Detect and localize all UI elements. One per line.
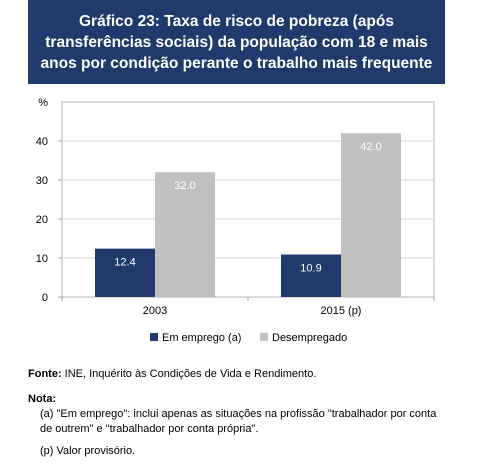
bar [341, 133, 401, 297]
note-p: (p) Valor provisório. [40, 445, 136, 457]
bar-value-label: 10.9 [300, 262, 321, 274]
bar [281, 254, 341, 297]
y-tick-label: 0 [42, 292, 48, 304]
x-tick-label: 2015 (p) [321, 305, 362, 317]
x-tick-label: 2003 [143, 305, 167, 317]
source-note: Fonte: INE, Inquérito às Condições de Vi… [28, 367, 316, 382]
chart-title-line-2: transferências sociais) da população com… [45, 33, 428, 51]
bar-chart: 0 10 20 30 40% 12.4 32.0 2003 10.9 42.0 2015 (p) Em… [36, 97, 435, 344]
bar-value-label: 42.0 [360, 141, 381, 153]
bar [155, 172, 215, 297]
y-tick-label: 40 [36, 136, 48, 148]
bar-value-label: 12.4 [114, 257, 135, 269]
legend-label: Desempregado [272, 332, 347, 344]
chart-title-line-3: anos por condição perante o trabalho mai… [40, 54, 433, 72]
bar-value-label: 32.0 [174, 180, 195, 192]
notes-heading: Nota: [28, 393, 57, 405]
legend-label: Em emprego (a) [162, 332, 241, 344]
bar [95, 248, 155, 297]
chart-title: Gráfico 23: Taxa de risco de pobreza (ap… [28, 0, 445, 84]
y-axis-label: % [38, 97, 48, 109]
y-tick-label: 20 [36, 214, 48, 226]
source-text: INE, Inquérito às Condições de Vida e Re… [61, 368, 317, 380]
y-tick-label: 10 [36, 253, 48, 265]
legend-swatch [150, 333, 158, 341]
source-label: Fonte: [28, 368, 62, 380]
chart-title-line-1: Gráfico 23: Taxa de risco de pobreza (ap… [79, 12, 394, 30]
note-a: (a) "Em emprego": inclui apenas as situa… [40, 408, 437, 435]
y-tick-label: 30 [36, 175, 48, 187]
legend-swatch [260, 333, 268, 341]
